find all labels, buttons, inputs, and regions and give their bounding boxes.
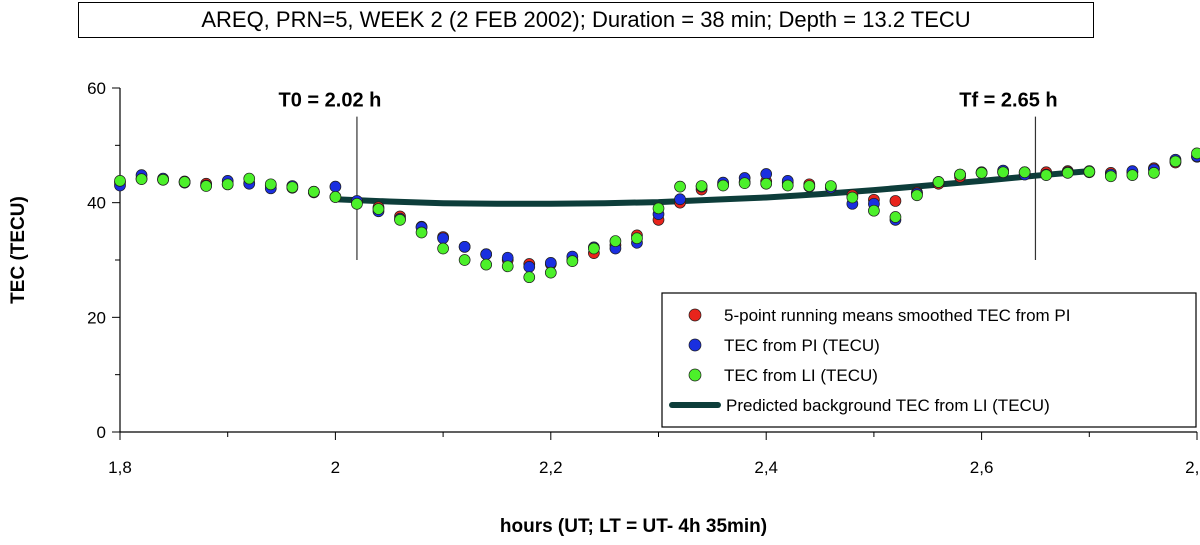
data-point xyxy=(1083,165,1096,178)
data-point xyxy=(437,232,449,245)
y-tick-label: 0 xyxy=(97,423,106,442)
data-point xyxy=(1191,147,1200,160)
data-point xyxy=(351,197,363,210)
data-point xyxy=(631,232,643,245)
data-point xyxy=(243,172,256,185)
data-point xyxy=(501,260,514,273)
data-point xyxy=(932,176,945,188)
data-point xyxy=(437,242,449,255)
data-point xyxy=(674,193,686,206)
background-tec-line xyxy=(332,168,1093,207)
legend-label: Predicted background TEC from LI (TECU) xyxy=(726,396,1050,415)
data-point xyxy=(329,180,342,193)
data-point xyxy=(221,178,234,191)
data-point xyxy=(609,235,622,247)
data-point xyxy=(1061,167,1074,179)
legend-swatch-marker xyxy=(688,368,702,382)
x-axis-title: hours (UT; LT = UT- 4h 35min) xyxy=(500,516,767,537)
data-point xyxy=(738,177,751,190)
data-point xyxy=(588,242,600,255)
series-2 xyxy=(114,147,1200,284)
data-point xyxy=(458,240,471,253)
legend-label: TEC from PI (TECU) xyxy=(724,336,880,355)
y-tick-label: 20 xyxy=(87,308,106,327)
x-tick-label: 2,6 xyxy=(970,458,994,477)
data-point xyxy=(1040,169,1053,181)
data-point xyxy=(480,258,493,271)
data-point xyxy=(264,178,277,191)
data-point xyxy=(760,168,773,180)
legend-swatch-marker xyxy=(688,338,702,352)
data-point xyxy=(846,191,859,204)
data-point xyxy=(824,180,837,192)
data-point xyxy=(308,185,320,198)
data-point xyxy=(781,179,794,192)
legend-swatch-marker xyxy=(688,308,702,322)
data-point xyxy=(566,255,579,267)
data-point xyxy=(954,168,966,181)
legend-label: TEC from LI (TECU) xyxy=(724,366,878,385)
y-tick-label: 60 xyxy=(87,79,106,98)
data-point xyxy=(1018,166,1031,179)
data-point xyxy=(1148,167,1160,179)
x-tick-label: 2,4 xyxy=(754,458,778,477)
data-point xyxy=(760,177,773,190)
annotation-label: Tf = 2.65 h xyxy=(959,90,1057,112)
data-point xyxy=(415,226,428,239)
data-point xyxy=(674,180,686,193)
annotation-label: T0 = 2.02 h xyxy=(279,90,382,112)
data-point xyxy=(889,211,902,223)
y-tick-label: 40 xyxy=(87,194,106,213)
data-point xyxy=(889,195,902,207)
data-point xyxy=(717,179,729,192)
x-tick-label: 2,2 xyxy=(539,458,563,477)
y-axis-title: TEC (TECU) xyxy=(8,196,29,304)
data-point xyxy=(523,261,536,273)
data-point xyxy=(114,175,126,187)
data-point xyxy=(803,180,816,192)
data-point xyxy=(1126,169,1139,181)
x-tick-label: 1,8 xyxy=(108,458,132,477)
data-point xyxy=(329,191,342,203)
data-point xyxy=(394,214,406,226)
data-point xyxy=(372,203,385,215)
data-point xyxy=(286,181,299,194)
chart-title: AREQ, PRN=5, WEEK 2 (2 FEB 2002); Durati… xyxy=(78,2,1094,38)
data-point xyxy=(997,166,1009,179)
x-tick-label: 2 xyxy=(331,458,340,477)
data-point xyxy=(1104,170,1117,183)
data-point xyxy=(458,254,471,266)
legend-label: 5-point running means smoothed TEC from … xyxy=(724,306,1070,325)
data-point xyxy=(544,266,557,279)
x-tick-label: 2,8 xyxy=(1185,458,1200,477)
data-point xyxy=(1169,155,1182,168)
data-point xyxy=(544,257,557,269)
legend-box xyxy=(661,292,1197,428)
data-point xyxy=(178,176,191,188)
data-point xyxy=(157,173,169,186)
data-point xyxy=(975,167,988,179)
data-point xyxy=(695,180,708,192)
data-point xyxy=(480,248,493,261)
data-point xyxy=(652,202,665,215)
data-point xyxy=(200,180,213,192)
data-point xyxy=(135,173,148,186)
data-point xyxy=(523,271,536,284)
data-point xyxy=(911,189,923,202)
data-point xyxy=(868,204,880,217)
